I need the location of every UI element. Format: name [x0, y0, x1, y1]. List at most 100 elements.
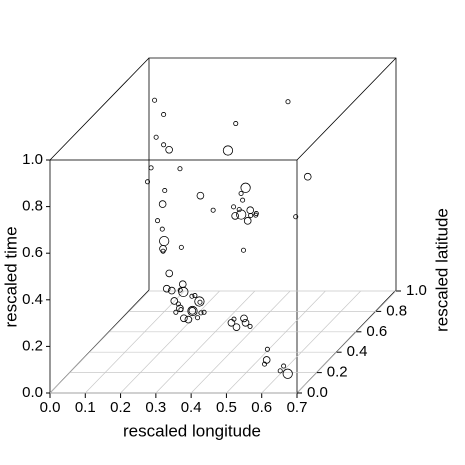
- point: [162, 188, 168, 194]
- point: [240, 182, 251, 193]
- point: [159, 235, 170, 247]
- point: [184, 315, 193, 324]
- point: [161, 142, 167, 148]
- point: [233, 121, 239, 127]
- point: [178, 244, 184, 250]
- point: [231, 316, 237, 322]
- point: [178, 280, 187, 288]
- point: [201, 309, 207, 315]
- point: [293, 214, 299, 220]
- point: [165, 145, 173, 154]
- point: [175, 301, 181, 307]
- point: [264, 346, 270, 352]
- box-edge: [296, 57, 397, 161]
- point: [262, 361, 268, 367]
- point: [303, 172, 312, 181]
- z-tick-label: 0.2: [22, 337, 43, 354]
- point: [159, 226, 165, 232]
- point: [155, 218, 161, 224]
- grid-line: [190, 290, 291, 394]
- point: [170, 297, 179, 305]
- x-tick-label: 0.5: [216, 399, 237, 416]
- grid-line: [155, 290, 256, 394]
- point: [281, 363, 287, 369]
- z-tick-label: 0.6: [22, 244, 43, 261]
- z-tick-label: 0.0: [22, 384, 43, 401]
- point: [197, 299, 203, 305]
- z-tick-label: 0.4: [22, 291, 43, 308]
- z-tick-label: 0.8: [22, 198, 43, 215]
- point: [277, 368, 283, 374]
- point: [173, 309, 179, 315]
- point: [158, 200, 167, 208]
- x-axis-title: rescaled longitude: [123, 421, 261, 440]
- x-tick-label: 0.6: [251, 399, 272, 416]
- point: [240, 314, 248, 323]
- point: [231, 212, 239, 220]
- point: [180, 314, 188, 323]
- y-tick-label: 1.0: [406, 282, 427, 299]
- z-axis-title: rescaled time: [1, 226, 20, 327]
- point: [176, 304, 184, 313]
- grid-line: [226, 290, 326, 394]
- point: [246, 206, 255, 215]
- point: [159, 245, 167, 253]
- point: [232, 323, 241, 331]
- point: [187, 305, 198, 317]
- point: [240, 197, 246, 203]
- point: [188, 307, 197, 315]
- grid-line: [261, 290, 361, 394]
- box-edge: [49, 57, 150, 161]
- box: [49, 57, 397, 394]
- point: [198, 310, 204, 316]
- point: [247, 323, 253, 329]
- point: [189, 293, 195, 299]
- point: [222, 145, 234, 156]
- x-tick-label: 0.0: [40, 399, 61, 416]
- grid-line: [85, 290, 185, 394]
- point: [160, 248, 166, 254]
- point: [161, 112, 167, 118]
- y-tick-label: 0.4: [347, 343, 368, 360]
- point: [236, 207, 242, 213]
- z-tick-label: 1.0: [22, 151, 43, 168]
- point: [231, 204, 237, 210]
- point: [148, 165, 154, 171]
- point: [253, 211, 259, 217]
- y-tick-label: 0.2: [327, 364, 348, 381]
- point: [177, 166, 183, 172]
- point: [145, 179, 151, 185]
- point: [282, 368, 293, 379]
- grid-line: [120, 290, 220, 394]
- y-tick-label: 0.6: [366, 323, 387, 340]
- point: [262, 356, 271, 364]
- grid-line: [49, 290, 150, 394]
- point: [285, 99, 291, 105]
- point: [196, 191, 205, 200]
- y-axis-title: rescaled latitude: [432, 208, 451, 332]
- point: [162, 284, 171, 293]
- point: [167, 286, 176, 295]
- y-tick-label: 0.0: [307, 384, 328, 401]
- point: [227, 318, 236, 327]
- x-tick-label: 0.7: [287, 399, 308, 416]
- point: [241, 318, 250, 327]
- x-tick-label: 0.2: [110, 399, 131, 416]
- point: [165, 269, 174, 278]
- point: [195, 315, 201, 321]
- point: [194, 296, 205, 307]
- x-tick-label: 0.4: [181, 399, 202, 416]
- point: [240, 247, 246, 253]
- x-tick-label: 0.3: [145, 399, 166, 416]
- point: [177, 287, 183, 293]
- y-tick-label: 0.8: [386, 302, 407, 319]
- point: [238, 190, 244, 196]
- grid-line: [296, 290, 397, 394]
- x-tick-label: 0.1: [75, 399, 96, 416]
- point: [153, 134, 159, 140]
- point: [210, 207, 216, 213]
- point: [152, 97, 158, 103]
- point: [192, 293, 198, 299]
- back-face: [148, 57, 397, 290]
